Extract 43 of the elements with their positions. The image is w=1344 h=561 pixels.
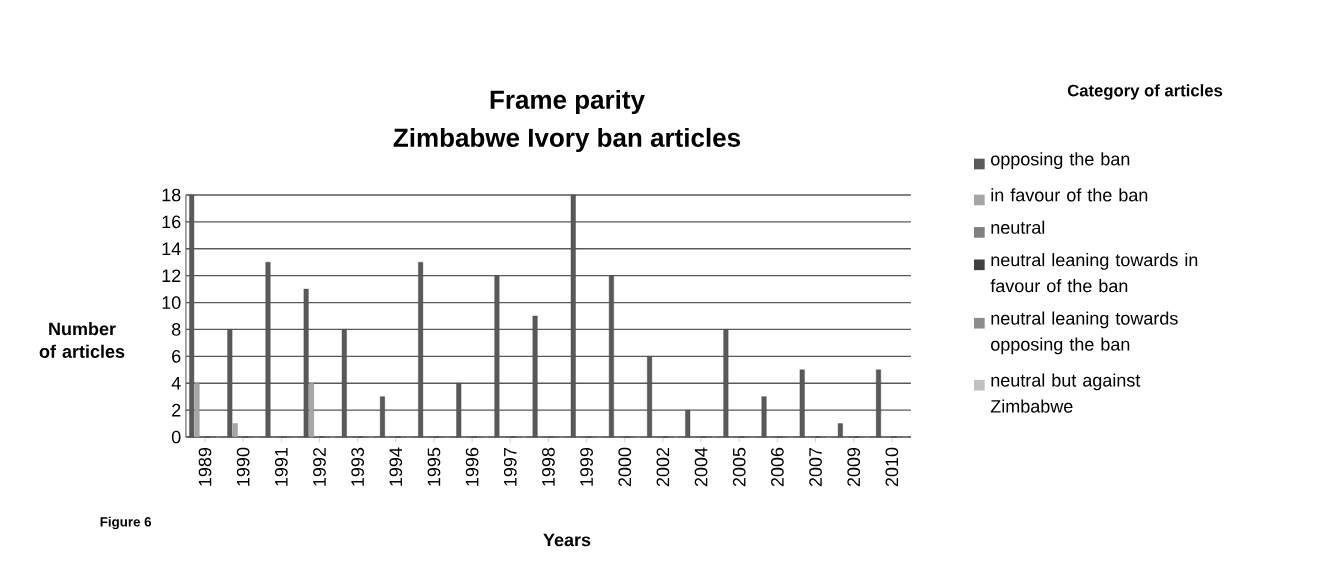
legend-label: neutral	[991, 220, 1045, 234]
x-tick-label: 2007	[809, 447, 822, 487]
x-tick-label: 2010	[885, 447, 899, 487]
x-tick-label: 1998	[542, 447, 555, 486]
x-tick-label: 1996	[465, 447, 479, 486]
y-tick-label: 0	[171, 430, 181, 444]
y-tick-label: 8	[171, 323, 181, 336]
legend-label: neutral leaning towards opposing the ban	[991, 311, 1178, 355]
y-tick-label: 12	[162, 269, 181, 282]
bar	[309, 383, 314, 438]
bar	[194, 383, 200, 438]
y-tick-label: 2	[172, 403, 181, 417]
x-tick-label: 1997	[503, 447, 517, 486]
y-tick-label: 6	[172, 349, 181, 363]
legend-title: Category of articles	[1067, 84, 1223, 100]
bar	[232, 423, 238, 438]
x-tick-label: 1999	[580, 447, 593, 486]
x-tick-label: 1992	[313, 447, 326, 486]
x-tick-label: 1995	[427, 447, 441, 486]
x-tick-label: 1993	[351, 447, 364, 486]
x-tick-label: 1991	[274, 447, 288, 486]
x-tick-label: 2005	[732, 447, 746, 487]
y-tick-label: 10	[162, 296, 181, 309]
x-tick-label: 2000	[618, 447, 632, 487]
y-axis-title: Number of articles	[39, 322, 125, 358]
x-tick-label: 2009	[847, 447, 861, 487]
x-tick-label: 2002	[656, 447, 670, 487]
x-tick-label: 1990	[236, 447, 250, 486]
y-tick-label: 18	[162, 188, 181, 202]
chart-subtitle: Zimbabwe Ivory ban articles	[393, 127, 741, 153]
legend-label: in favour of the ban	[991, 188, 1148, 202]
legend-label: opposing the ban	[991, 152, 1130, 170]
x-tick-label: 2004	[694, 447, 708, 487]
x-tick-label: 2006	[771, 447, 784, 487]
y-tick-label: 14	[162, 242, 181, 255]
x-tick-label: 1989	[198, 447, 212, 486]
caption: Figure 6	[100, 516, 152, 530]
y-tick-label: 4	[171, 377, 181, 390]
chart-title: Frame parity	[490, 89, 645, 115]
legend-label: neutral but against Zimbabwe	[990, 373, 1141, 413]
x-axis-title: Years	[543, 533, 591, 547]
y-tick-label: 16	[162, 215, 181, 229]
x-tick-label: 1994	[389, 447, 403, 486]
